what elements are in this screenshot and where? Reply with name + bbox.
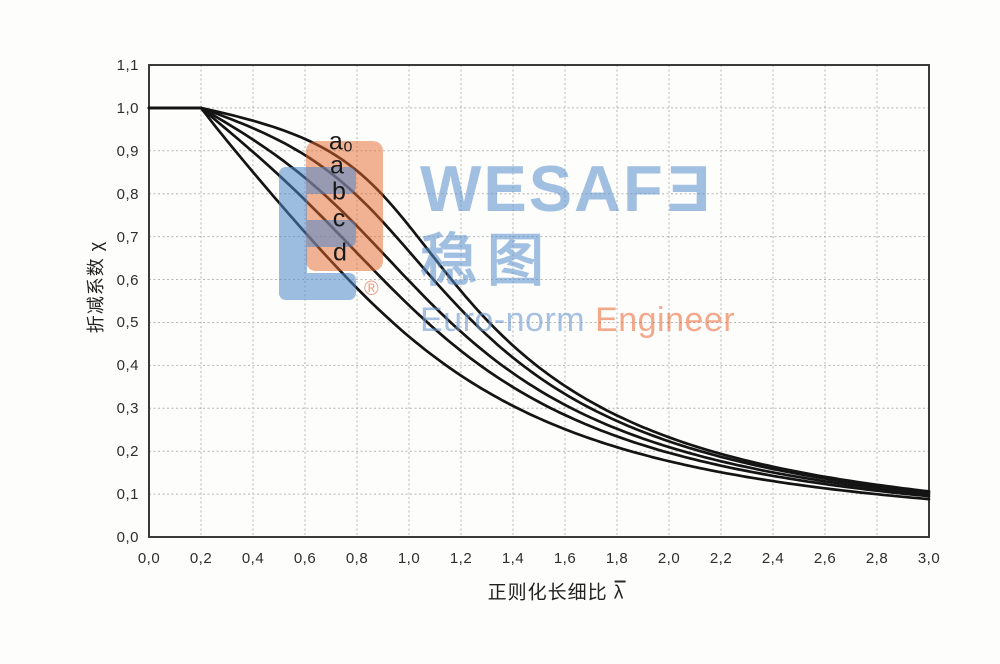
- y-tick-label: 0,7: [116, 228, 139, 246]
- y-tick-label: 1,1: [116, 57, 139, 74]
- x-tick-label: 2,8: [865, 550, 889, 567]
- curve-label-a0: a₀: [328, 127, 354, 156]
- y-tick-label: 0,4: [116, 357, 139, 375]
- y-tick-label: 0,3: [116, 400, 139, 418]
- y-tick-label: 0,9: [116, 142, 139, 160]
- x-axis-title: 正则化长细比 λ: [488, 578, 625, 605]
- x-axis-title-text: 正则化长细比: [487, 582, 608, 604]
- y-tick-label: 0,8: [116, 185, 139, 203]
- y-tick-label: 0,5: [116, 314, 139, 332]
- x-tick-label: 0,4: [241, 550, 265, 567]
- x-tick-label: 1,4: [501, 550, 525, 567]
- lambda-bar-symbol: λ: [613, 580, 625, 604]
- x-tick-label: 1,6: [553, 550, 577, 567]
- x-tick-label: 1,0: [397, 550, 421, 567]
- y-axis-title: 折减系数 χ: [86, 240, 106, 334]
- y-tick-label: 0,1: [116, 486, 139, 504]
- x-tick-label: 2,4: [761, 550, 785, 567]
- curve-label-a: a: [330, 151, 344, 180]
- x-tick-label: 2,6: [813, 550, 837, 567]
- x-tick-label: 2,0: [657, 550, 681, 567]
- x-tick-label: 0,2: [189, 550, 213, 567]
- x-tick-label: 0,0: [137, 550, 161, 567]
- y-tick-label: 0,0: [116, 529, 139, 546]
- x-tick-label: 2,2: [709, 550, 733, 567]
- curve-label-c: c: [332, 204, 346, 233]
- x-tick-label: 0,6: [293, 550, 317, 567]
- curve-label-d: d: [333, 238, 347, 267]
- y-tick-label: 1,0: [116, 99, 139, 117]
- x-tick-label: 0,8: [345, 550, 369, 567]
- x-tick-label: 3,0: [917, 550, 941, 567]
- x-tick-label: 1,8: [605, 550, 629, 567]
- y-tick-label: 0,2: [116, 443, 139, 461]
- y-tick-label: 0,6: [116, 271, 139, 289]
- x-tick-label: 1,2: [449, 550, 473, 567]
- curve-label-b: b: [332, 177, 346, 206]
